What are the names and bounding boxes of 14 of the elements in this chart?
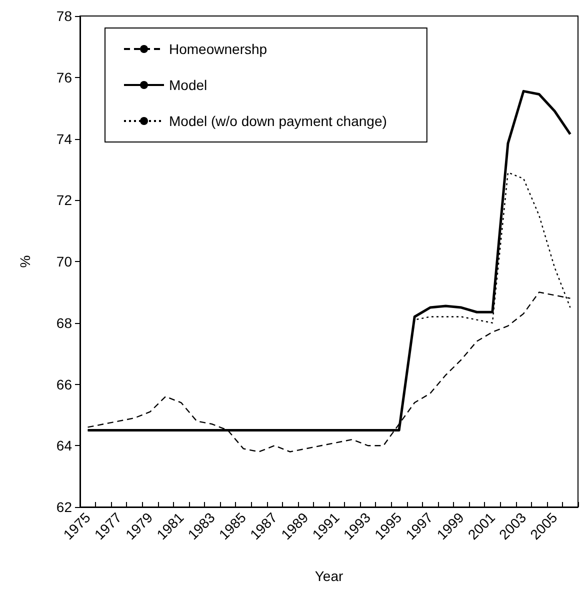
y-tick-label: 72 [56, 192, 72, 208]
legend-label: Model (w/o down payment change) [169, 113, 387, 129]
y-tick-label: 64 [56, 438, 72, 454]
y-tick-label: 68 [56, 314, 72, 331]
y-tick-label: 66 [56, 376, 72, 392]
y-tick-label: 74 [56, 130, 72, 147]
legend-label: Homeownershp [169, 41, 268, 57]
y-tick-label: 76 [56, 69, 72, 86]
y-axis-title: % [17, 255, 33, 268]
y-tick-label: 78 [56, 8, 72, 24]
legend-label: Model [169, 77, 208, 93]
x-axis-title: Year [314, 568, 344, 584]
y-tick-label: 70 [56, 254, 72, 270]
y-tick-label: 62 [56, 499, 72, 515]
